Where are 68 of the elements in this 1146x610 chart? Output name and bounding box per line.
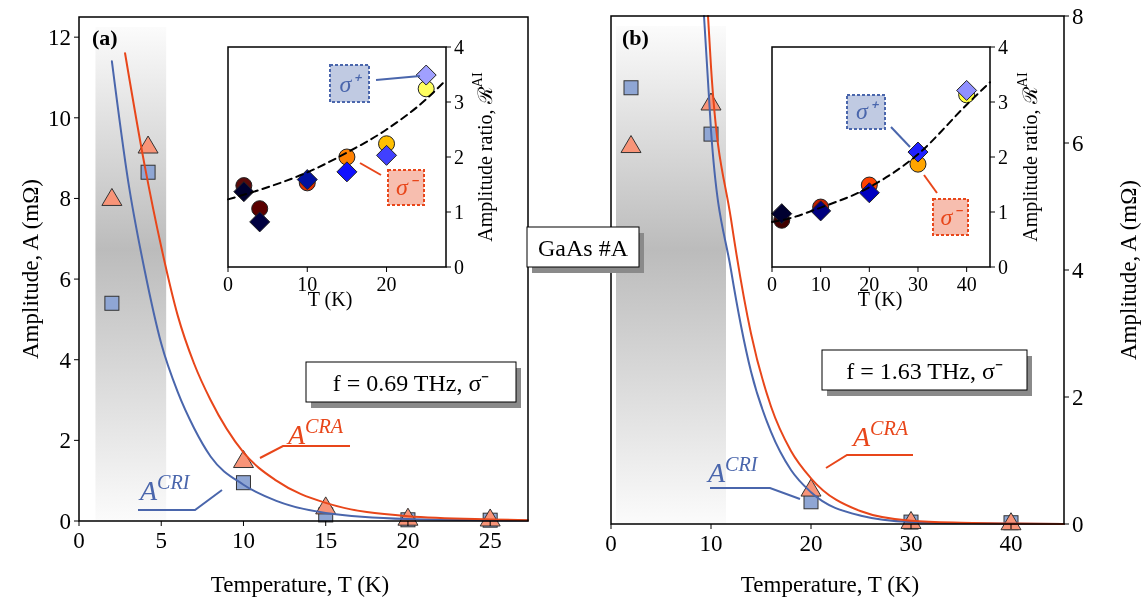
x-tick-label: 25 — [478, 528, 502, 553]
annotation: (b) — [622, 25, 649, 50]
x-tick-label: 10 — [231, 528, 255, 553]
x-tick-label: 0 — [605, 531, 617, 556]
y-tick-label: 1 — [998, 201, 1008, 223]
y-tick-label: 6 — [59, 267, 71, 293]
text: σ⁺ — [339, 70, 363, 97]
y-tick-label: 8 — [59, 186, 71, 212]
y-tick-label: 10 — [48, 105, 71, 131]
y-tick-label: 4 — [998, 36, 1008, 58]
y-tick-label: 2 — [454, 146, 464, 168]
point — [771, 203, 793, 225]
point — [104, 295, 120, 311]
y-tick-label: 2 — [59, 428, 71, 454]
point — [101, 187, 123, 206]
x-tick-label: 15 — [314, 528, 338, 553]
y-tick-label: 4 — [59, 347, 72, 373]
x-tick-label: 30 — [907, 273, 928, 295]
annotation: (a) — [92, 25, 118, 50]
annotation: f = 0.69 THz, σ⁻ — [332, 369, 490, 396]
y-tick-label: 4 — [1072, 258, 1084, 284]
x-tick-label: 0 — [767, 273, 777, 295]
annotation: f = 1.63 THz, σ⁻ — [846, 357, 1003, 384]
y-tick-label: 3 — [998, 91, 1008, 113]
y-tick-label: 6 — [1072, 131, 1084, 157]
y-tick-label: 0 — [454, 256, 464, 278]
point — [956, 79, 978, 101]
point — [137, 135, 159, 154]
x-axis-title: Temperature, T (K) — [210, 572, 390, 597]
x-tick-label: 10 — [699, 531, 723, 556]
x-tick-label: 20 — [396, 528, 420, 553]
point — [232, 450, 254, 469]
x-tick-label: 10 — [810, 273, 831, 295]
y-axis-title: Amplitude, A (mΩ) — [17, 178, 43, 360]
y-axis-title: Amplitude, A (mΩ) — [1115, 179, 1141, 361]
y-tick-label: 12 — [48, 25, 71, 51]
y-tick-label: 2 — [998, 146, 1008, 168]
point — [858, 182, 880, 204]
series-label: A$^{CRA}$ — [286, 415, 344, 450]
x-tick-label: 40 — [999, 531, 1023, 556]
y-tick-label: 3 — [454, 91, 464, 113]
point — [376, 144, 398, 166]
y-tick-label: 8 — [1072, 4, 1084, 30]
point — [620, 135, 642, 154]
y-tick-label: 1 — [454, 201, 464, 223]
point — [249, 211, 271, 233]
point — [415, 64, 437, 86]
y-tick-label: 0 — [59, 509, 71, 535]
x-tick-label: 5 — [155, 528, 167, 553]
x-tick-label: 20 — [799, 531, 823, 556]
x-tick-label: 40 — [956, 273, 977, 295]
y-tick-label: 2 — [1072, 385, 1084, 411]
y-tick-label: 4 — [454, 36, 464, 58]
series-label: σ⁻ — [396, 174, 419, 201]
series-label: A$^{CRA}$ — [851, 417, 909, 452]
series-label: σ⁻ — [940, 203, 964, 230]
x-tick-label: 0 — [223, 273, 233, 295]
series-label: σ⁺ — [856, 98, 879, 125]
series-label: A$^{CRI}$ — [138, 471, 191, 506]
annotation: GaAs #A — [538, 234, 629, 261]
point — [336, 161, 358, 183]
series-label: A$^{CRI}$ — [706, 453, 759, 488]
point — [296, 169, 318, 191]
x-tick-label: 20 — [376, 273, 397, 295]
x-axis-title: Temperature, T (K) — [740, 572, 920, 597]
point — [623, 80, 639, 96]
y-tick-label: 0 — [998, 256, 1008, 278]
x-tick-label: 30 — [899, 531, 923, 556]
